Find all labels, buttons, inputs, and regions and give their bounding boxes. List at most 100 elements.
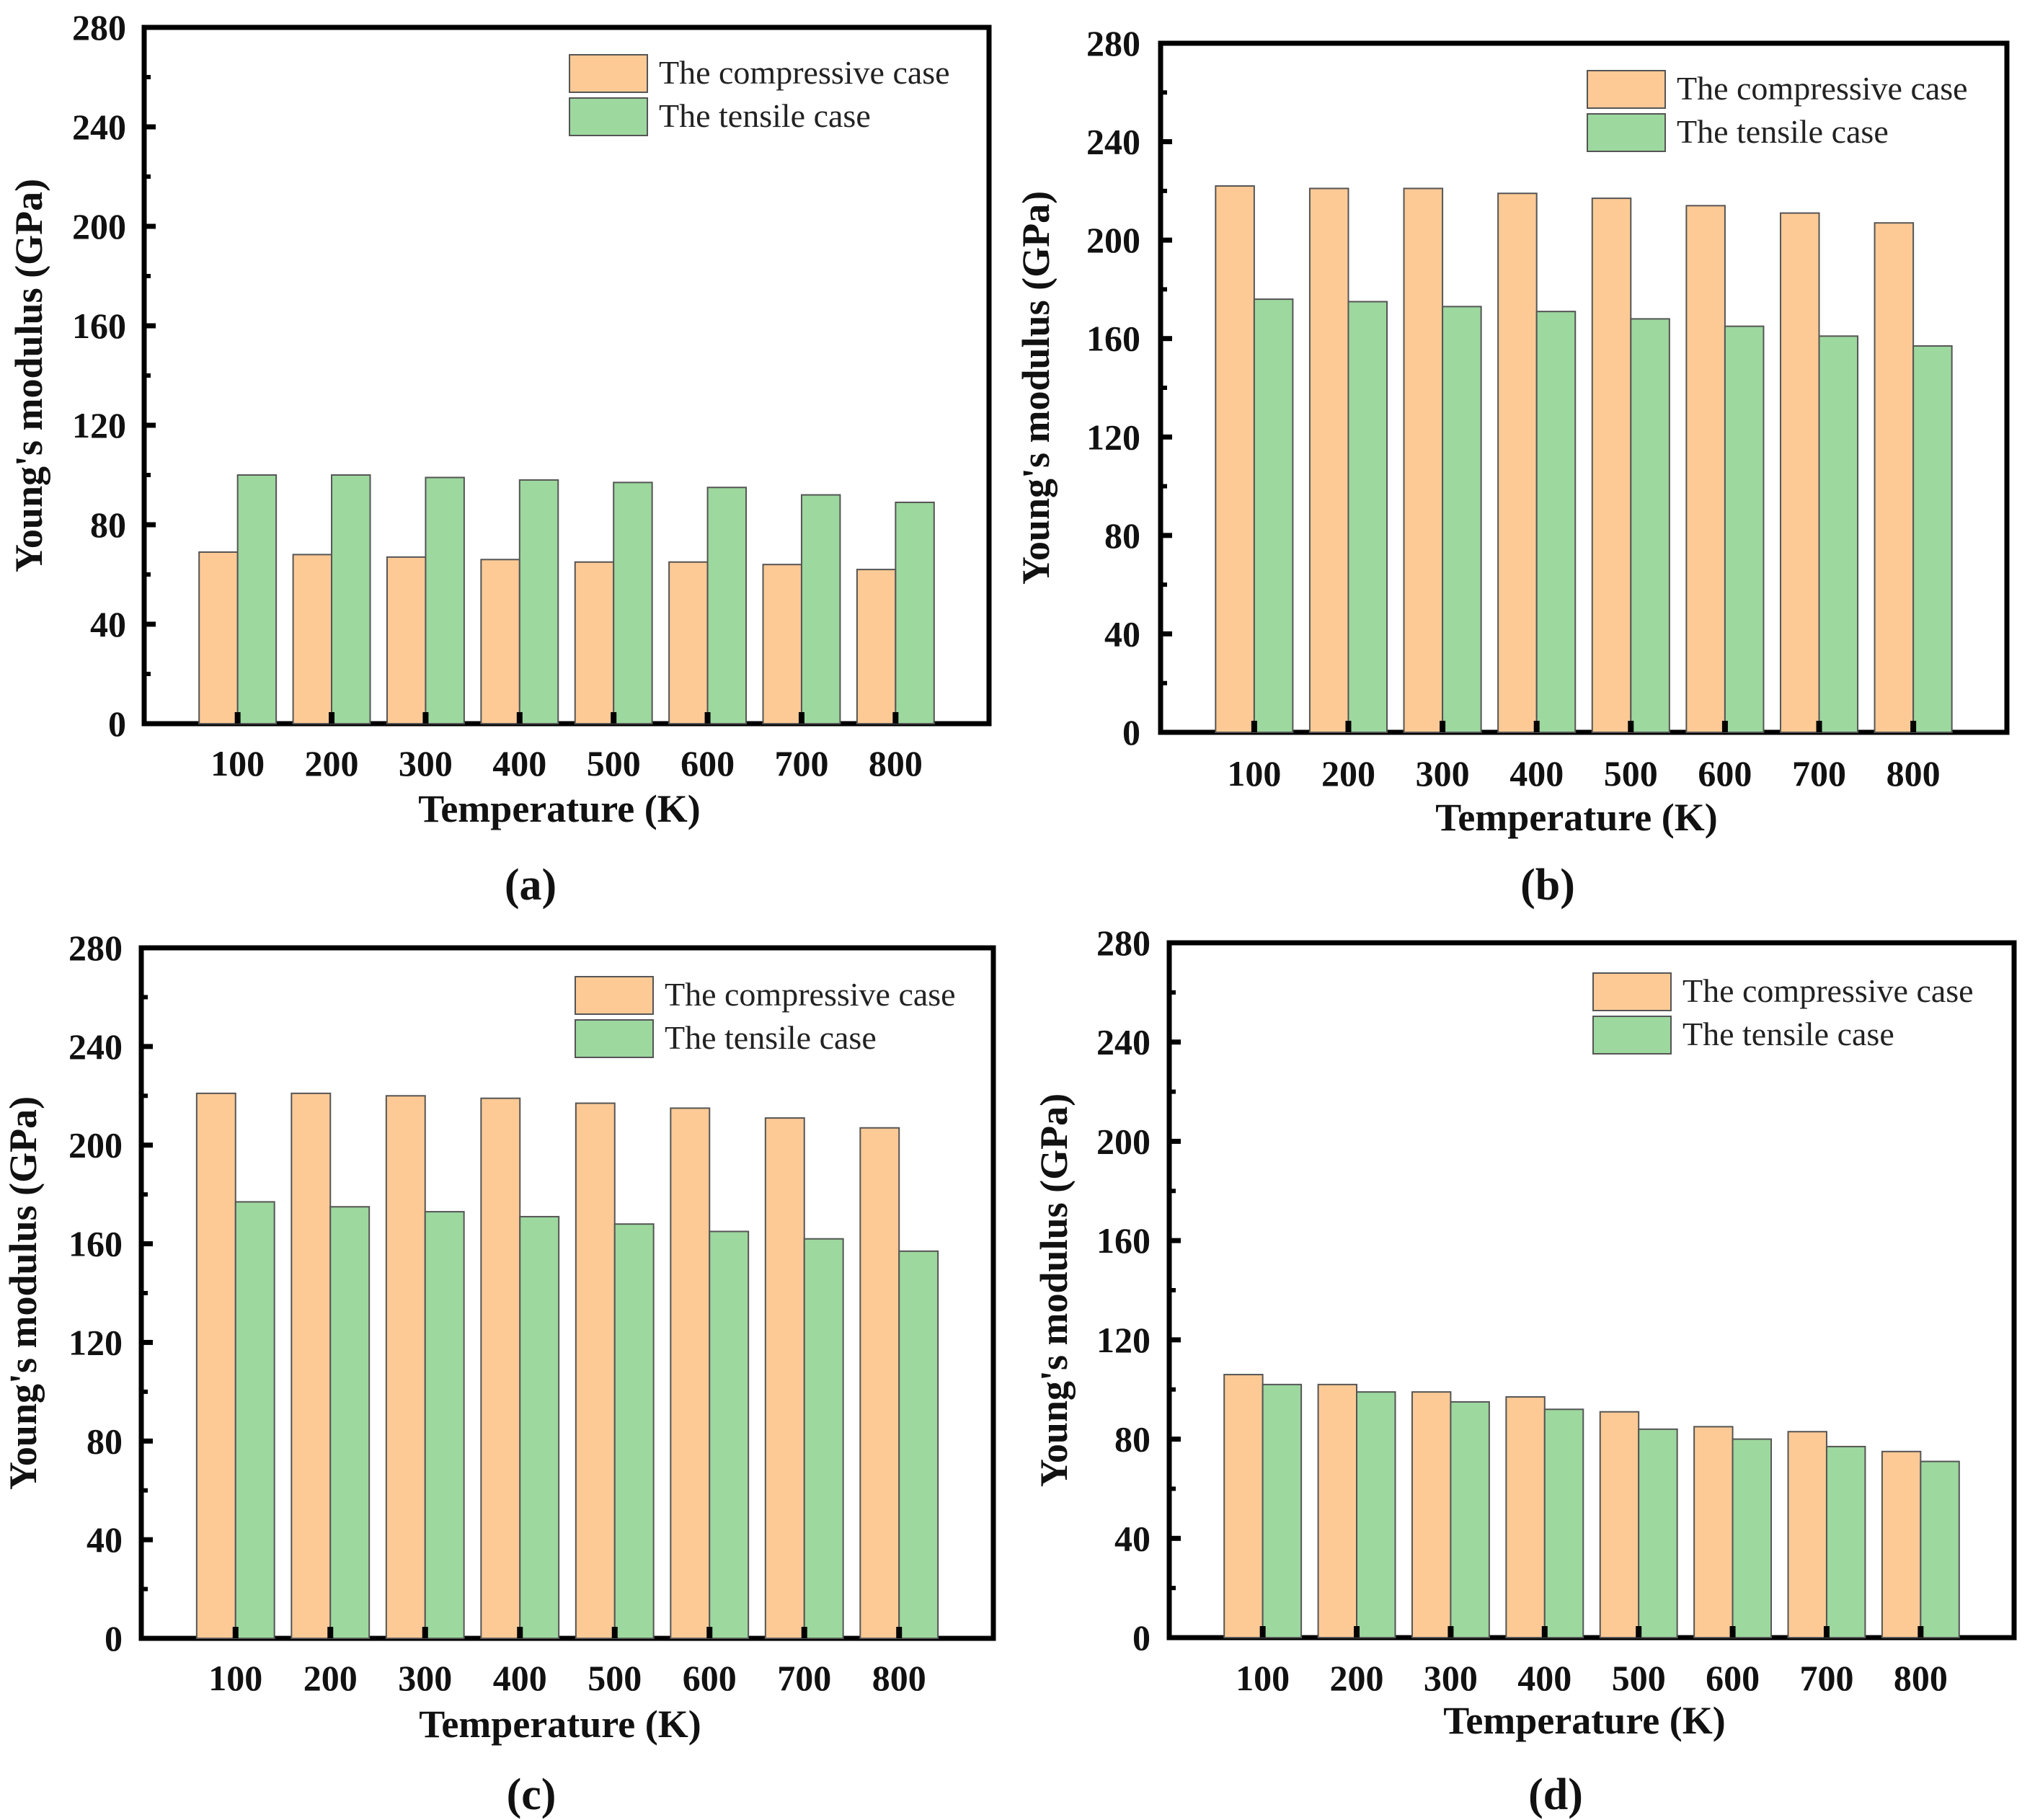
x-tick-label: 200 <box>1330 1658 1384 1698</box>
x-axis-title: Temperature (K) <box>418 787 700 830</box>
chart-panel-1: 100 200 300 400 500 600 700 800 0 40 80 120 160 200 24… <box>7 7 992 910</box>
y-axis-title: Young's modulus (GPa) <box>7 179 50 572</box>
legend-swatch-tensile <box>1587 113 1666 152</box>
y-tick-label: 200 <box>72 206 126 247</box>
legend-swatch-tensile <box>569 97 648 136</box>
bar-tensile-300 <box>1442 306 1482 734</box>
bar-tensile-200 <box>329 1206 371 1639</box>
y-tick-label: 200 <box>68 1125 123 1166</box>
bar-tensile-600 <box>1724 325 1765 733</box>
bar-tensile-700 <box>1818 335 1859 733</box>
bar-tensile-700 <box>803 1238 844 1639</box>
bar-tensile-800 <box>1920 1460 1960 1638</box>
y-tick-label: 160 <box>1096 1220 1150 1261</box>
bar-tensile-100 <box>236 474 278 724</box>
y-tick-label: 280 <box>68 928 123 968</box>
x-tick-label: 400 <box>492 743 546 784</box>
x-tick-label: 100 <box>208 1658 262 1698</box>
x-tick-label: 300 <box>1424 1658 1478 1698</box>
y-tick-label: 280 <box>72 7 126 48</box>
y-tick-label: 120 <box>72 405 126 445</box>
x-tick-label: 800 <box>869 743 923 784</box>
y-tick-label: 40 <box>1104 613 1140 654</box>
x-tick-label: 500 <box>1612 1658 1666 1698</box>
bar-compressive-700 <box>1779 212 1820 734</box>
y-tick-label: 240 <box>68 1026 123 1067</box>
bar-tensile-200 <box>331 474 371 724</box>
bar-compressive-800 <box>859 1127 900 1639</box>
bar-compressive-600 <box>1685 205 1726 734</box>
x-tick-label: 700 <box>777 1658 831 1698</box>
x-tick-label: 600 <box>1698 753 1752 794</box>
y-tick-label: 200 <box>1086 220 1140 260</box>
bar-compressive-100 <box>195 1092 236 1639</box>
bar-compressive-400 <box>480 559 520 724</box>
x-tick-label: 300 <box>399 743 453 784</box>
y-tick-label: 80 <box>1104 515 1140 556</box>
x-tick-label: 100 <box>1227 753 1281 794</box>
x-tick-label: 800 <box>872 1658 926 1698</box>
bar-compressive-400 <box>480 1097 521 1639</box>
x-tick-label: 200 <box>1321 753 1375 794</box>
legend-label-tensile: The tensile case <box>1677 113 1889 150</box>
x-tick-label: 800 <box>1887 753 1941 794</box>
legend-swatch-tensile <box>575 1019 654 1058</box>
y-tick-label: 280 <box>1096 923 1150 963</box>
y-axis-title: Young's modulus (GPa) <box>1032 1093 1076 1487</box>
y-tick-label: 200 <box>1096 1121 1150 1161</box>
bar-tensile-200 <box>1356 1391 1396 1638</box>
y-tick-label: 0 <box>108 703 126 744</box>
bar-tensile-400 <box>518 479 559 725</box>
bar-tensile-100 <box>1253 298 1294 734</box>
y-tick-label: 120 <box>1096 1320 1150 1360</box>
bar-tensile-800 <box>898 1250 939 1639</box>
y-tick-label: 160 <box>72 306 126 346</box>
y-tick-label: 0 <box>105 1618 123 1659</box>
legend-swatch-compressive <box>1592 972 1672 1011</box>
bar-compressive-800 <box>856 569 897 724</box>
bar-compressive-400 <box>1497 192 1538 733</box>
chart-panel-4: 100 200 300 400 500 600 700 800 0 40 80 120 160 200 24… <box>1032 923 2017 1819</box>
bar-compressive-600 <box>668 561 709 724</box>
bar-compressive-300 <box>1403 187 1444 733</box>
bar-tensile-700 <box>1825 1445 1866 1639</box>
x-tick-label: 200 <box>303 1658 358 1698</box>
bar-tensile-300 <box>425 476 465 724</box>
bar-tensile-300 <box>1450 1400 1490 1639</box>
bar-compressive-700 <box>762 564 802 725</box>
legend-label-tensile: The tensile case <box>665 1019 877 1056</box>
y-tick-label: 80 <box>1114 1419 1150 1460</box>
y-tick-label: 120 <box>68 1322 123 1362</box>
x-tick-label: 500 <box>1604 753 1658 794</box>
x-tick-label: 700 <box>774 743 828 784</box>
bar-compressive-500 <box>1599 1411 1640 1638</box>
bar-compressive-200 <box>291 1092 332 1639</box>
x-tick-label: 600 <box>683 1658 737 1698</box>
y-axis-title: Young's modulus (GPa) <box>1014 191 1058 585</box>
legend-swatch-tensile <box>1592 1016 1672 1055</box>
x-tick-label: 200 <box>305 743 359 784</box>
bar-tensile-500 <box>1638 1428 1678 1639</box>
bar-compressive-300 <box>1411 1391 1452 1638</box>
x-tick-label: 400 <box>493 1658 547 1698</box>
bar-tensile-400 <box>1543 1408 1584 1639</box>
x-tick-label: 300 <box>398 1658 452 1698</box>
panel-label: (a) <box>505 861 557 910</box>
x-tick-label: 100 <box>1236 1658 1290 1698</box>
bar-tensile-700 <box>800 494 841 724</box>
y-tick-label: 240 <box>1096 1022 1150 1062</box>
bar-tensile-600 <box>706 487 748 724</box>
legend-label-compressive: The compressive case <box>659 54 950 91</box>
x-tick-label: 100 <box>210 743 265 784</box>
x-tick-label: 500 <box>587 743 641 784</box>
legend-label-tensile: The tensile case <box>1682 1016 1894 1052</box>
bar-compressive-500 <box>1591 197 1632 734</box>
bar-tensile-400 <box>519 1215 560 1639</box>
y-tick-label: 0 <box>1122 712 1140 753</box>
bar-tensile-600 <box>709 1230 750 1639</box>
panel-label: (c) <box>507 1770 557 1819</box>
y-axis-title: Young's modulus (GPa) <box>1 1096 45 1490</box>
bar-tensile-500 <box>1630 318 1670 733</box>
bar-tensile-500 <box>613 1223 655 1639</box>
